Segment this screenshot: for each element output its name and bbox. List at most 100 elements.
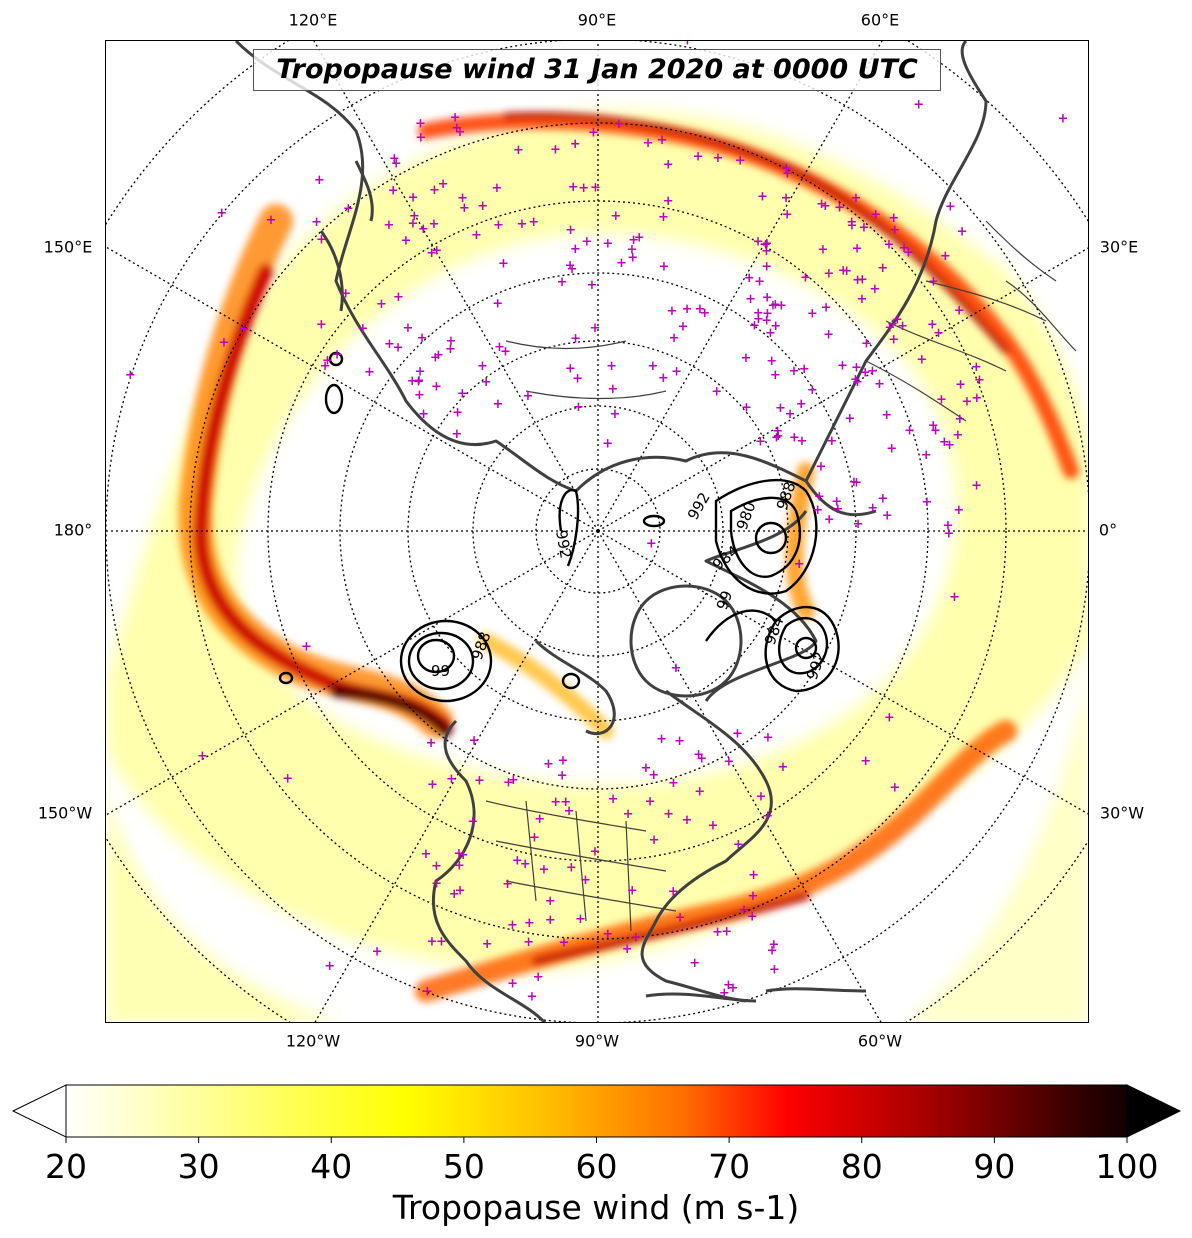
longitude-label-bottom: 90°W [574,1031,620,1051]
jet-cores [178,112,1079,1002]
station-marker: + [741,351,752,366]
station-marker: + [884,711,895,726]
station-marker: + [761,260,772,275]
station-marker: + [738,903,749,918]
station-marker: + [678,319,689,334]
colorbar-tick-label: 80 [840,1147,883,1186]
station-marker: + [874,377,885,392]
station-marker: + [408,191,419,206]
station-marker: + [820,199,831,214]
station-marker: + [770,298,781,313]
longitude-label-right: 30°E [1099,237,1139,257]
station-marker: + [545,913,556,928]
border [525,800,632,932]
station-marker: + [467,815,478,830]
station-marker: + [952,428,963,443]
station-marker: + [524,916,535,931]
station-marker: + [775,401,786,416]
map-panel: 992 992 980 984 988 99 984 988 99 992 + +… [105,40,1089,1023]
station-marker: + [436,935,447,950]
station-marker: + [643,136,654,151]
station-marker: + [340,287,351,302]
station-markers: + + + + + + + + + + + + + + + + + + + + + + + + + + + + + + + + + + + + + + + +… [125,41,1069,1005]
station-marker: + [357,322,368,337]
station-marker: + [471,228,482,243]
jet-light-fill [106,781,340,1022]
station-marker: + [523,935,534,950]
station-marker: + [646,537,657,552]
station-marker: + [689,956,700,971]
station-marker: + [648,768,659,783]
station-marker: + [930,424,941,439]
station-marker: + [816,197,827,212]
station-marker: + [645,795,656,810]
station-marker: + [954,304,965,319]
station-marker: + [762,809,773,824]
station-marker: + [765,326,776,341]
station-marker: + [767,944,778,959]
station-marker: + [851,361,862,376]
station-marker: + [364,365,375,380]
station-marker: + [311,215,322,230]
station-marker: + [762,306,773,321]
contour-label: 992 [552,529,575,560]
station-marker: + [453,846,464,861]
isobar [778,616,829,675]
station-marker: + [498,257,509,272]
station-marker: + [856,292,867,307]
station-marker: + [627,242,638,257]
isobar [324,383,344,415]
station-marker: + [728,981,739,996]
station-marker: + [607,382,618,397]
coastline-europe [804,41,988,482]
station-marker: + [748,889,759,904]
station-marker: + [606,359,617,374]
isobar [729,496,801,578]
station-marker: + [533,970,544,985]
station-marker: + [884,237,895,252]
border [485,800,677,912]
station-marker: + [482,937,493,952]
station-marker: + [732,727,743,742]
station-marker: + [858,221,869,236]
station-marker: + [887,317,898,332]
station-marker: + [939,435,950,450]
contour-label: 992 [684,489,714,523]
station-marker: + [316,233,327,248]
isobar [794,636,818,660]
station-marker: + [407,217,418,232]
coastline-greenland [629,584,743,698]
contour-label: 99 [713,588,736,612]
station-marker: + [560,795,571,810]
station-marker: + [886,442,897,457]
station-marker: + [877,492,888,507]
station-marker: + [324,959,335,974]
station-marker: + [575,912,586,927]
colorbar-tick-label: 40 [310,1147,353,1186]
station-marker: + [474,774,485,789]
station-marker: + [414,374,425,389]
station-marker: + [446,334,457,349]
station-marker: + [630,931,641,946]
station-marker: + [239,322,250,337]
station-marker: + [545,894,556,909]
station-marker: + [857,273,868,288]
station-marker: + [761,244,772,259]
station-marker: + [711,384,722,399]
station-marker: + [647,359,658,374]
station-marker: + [658,210,669,225]
station-marker: + [320,359,331,374]
station-marker: + [749,318,760,333]
station-marker: + [757,189,768,204]
station-marker: + [393,340,404,355]
station-marker: + [429,217,440,232]
station-marker: + [974,373,985,388]
station-marker: + [770,368,781,383]
jet-yellow-broad [106,111,1088,971]
station-marker: + [846,218,857,233]
station-marker: + [565,223,576,238]
station-marker: + [431,877,442,892]
station-marker: + [670,661,681,676]
station-marker: + [881,408,892,423]
station-marker: + [527,990,538,1005]
